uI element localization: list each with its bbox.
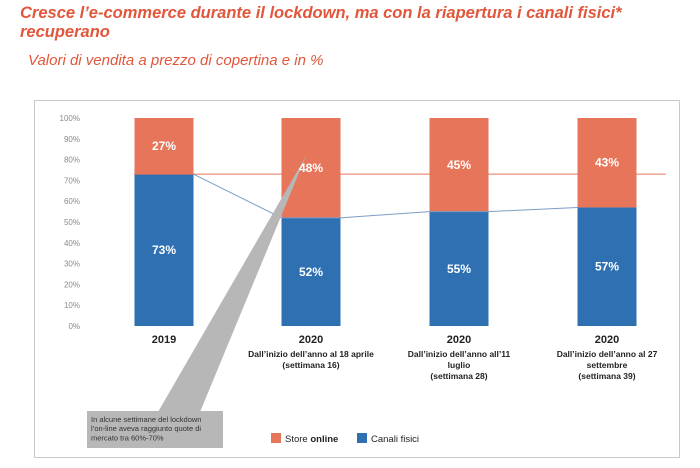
chart-subtitle: Valori di vendita a prezzo di copertina … (28, 52, 324, 69)
bar-segment-store-online (134, 118, 194, 175)
y-tick-label: 60% (64, 197, 80, 206)
y-tick-label: 80% (64, 156, 80, 165)
x-category-label: 2020 (595, 334, 619, 346)
x-category-sublabel: Dall’inizio dell’anno all’11 (408, 349, 511, 359)
callout-text: l’on-line aveva raggiunto quote di (91, 424, 201, 433)
y-tick-label: 50% (64, 218, 80, 227)
bar-segment-store-online (281, 118, 341, 218)
legend-swatch (271, 433, 281, 443)
x-category-sublabel: settembre (587, 360, 628, 370)
data-label-canali-fisici: 57% (595, 260, 619, 274)
bar-segment-canali-fisici (134, 174, 194, 326)
x-category-label: 2019 (152, 334, 176, 346)
callout-pointer (158, 156, 306, 412)
x-category-sublabel: Dall’inizio dell’anno al 27 (557, 349, 658, 359)
x-category-label: 2020 (299, 334, 323, 346)
data-label-store-online: 27% (152, 139, 176, 153)
legend-label: Canali fisici (371, 434, 419, 445)
y-tick-label: 30% (64, 260, 80, 269)
y-tick-label: 20% (64, 280, 80, 289)
data-label-store-online: 43% (595, 156, 619, 170)
x-category-sublabel: Dall’inizio dell’anno al 18 aprile (248, 349, 374, 359)
trend-line (193, 173, 578, 219)
data-label-store-online: 45% (447, 158, 471, 172)
chart-title: Cresce l’e-commerce durante il lockdown,… (20, 4, 622, 41)
y-tick-label: 0% (68, 322, 80, 331)
y-tick-label: 40% (64, 239, 80, 248)
y-tick-label: 90% (64, 135, 80, 144)
bar-segment-canali-fisici (429, 211, 489, 326)
x-category-sublabel: (settimana 28) (430, 371, 487, 381)
y-tick-label: 100% (60, 114, 80, 123)
bar-segment-store-online (429, 118, 489, 212)
data-label-canali-fisici: 52% (299, 265, 323, 279)
callout-text: In alcune settimane del lockdown (91, 415, 201, 424)
x-category-sublabel: (settimana 39) (578, 371, 635, 381)
chart-frame (34, 100, 680, 458)
data-label-canali-fisici: 73% (152, 243, 176, 257)
callout-text: mercato tra 60%-70% (91, 433, 164, 442)
x-category-sublabel: luglio (448, 360, 471, 370)
data-label-store-online: 48% (299, 161, 323, 175)
x-category-label: 2020 (447, 334, 471, 346)
callout-box (87, 411, 223, 448)
y-tick-label: 70% (64, 176, 80, 185)
bar-segment-canali-fisici (577, 207, 637, 326)
x-category-sublabel: (settimana 16) (282, 360, 339, 370)
bar-segment-canali-fisici (281, 217, 341, 326)
legend-swatch (357, 433, 367, 443)
legend-label: Store online (285, 434, 338, 445)
y-tick-label: 10% (64, 301, 80, 310)
data-label-canali-fisici: 55% (447, 262, 471, 276)
bar-segment-store-online (577, 118, 637, 208)
